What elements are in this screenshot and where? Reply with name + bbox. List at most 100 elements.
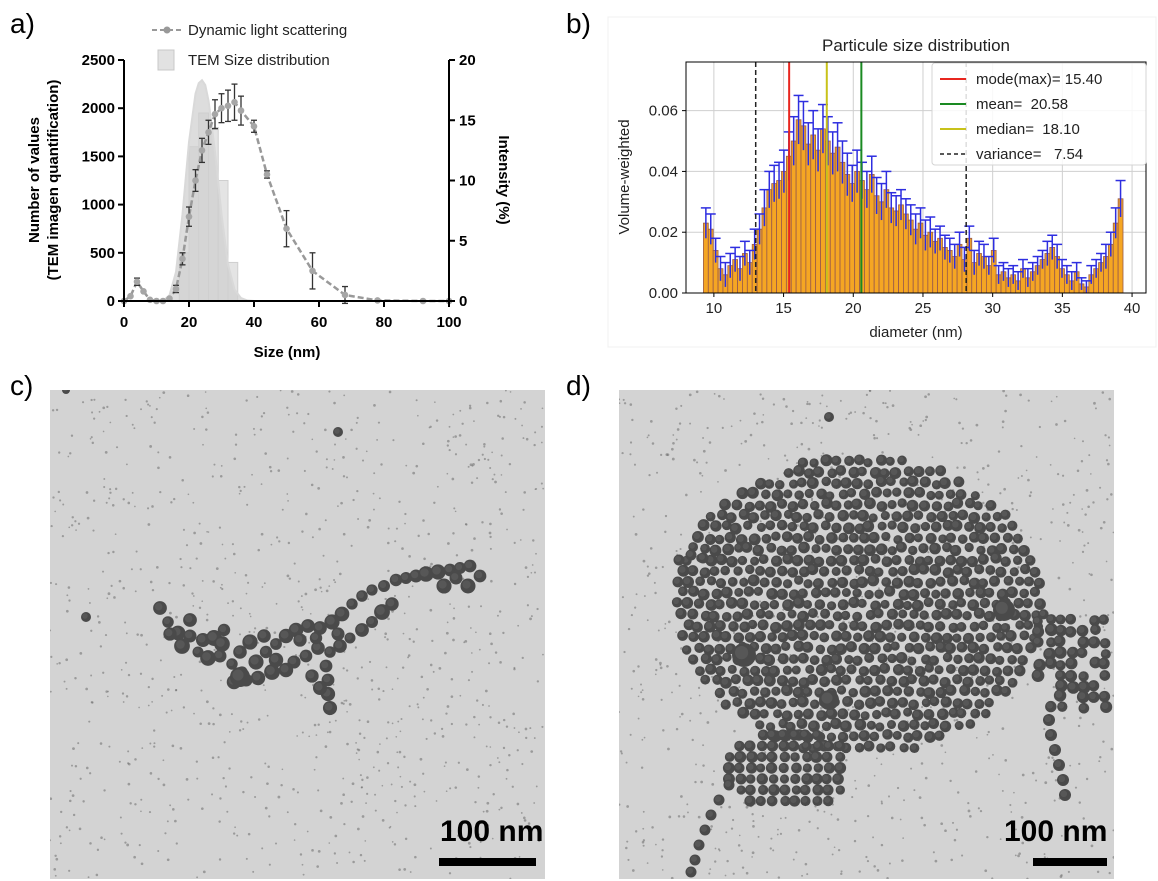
tem-speck: [140, 810, 142, 813]
tem-speck: [131, 491, 134, 494]
tem-speck: [677, 815, 681, 818]
nanoparticle-core: [926, 579, 933, 586]
tem-speck: [232, 552, 236, 556]
tem-speck: [107, 690, 109, 693]
nanoparticle-core: [810, 459, 816, 465]
chart-b-reference-lines: [754, 62, 967, 293]
tem-speck: [153, 745, 156, 748]
tem-speck: [810, 497, 814, 500]
tem-speck: [1083, 599, 1086, 602]
tem-speck: [414, 805, 417, 808]
nanoparticle-core: [799, 654, 806, 661]
nanoparticle-core: [790, 796, 797, 803]
nanoparticle-core: [1056, 626, 1064, 633]
nanoparticle-core: [799, 678, 807, 685]
tem-speck: [350, 800, 353, 803]
tem-speck: [920, 762, 924, 765]
nanoparticle-core: [996, 656, 1002, 662]
tem-speck: [620, 752, 623, 755]
tem-speck: [358, 732, 362, 736]
tem-speck: [984, 869, 988, 873]
tem-speck: [366, 720, 370, 723]
tem-speck: [619, 402, 621, 405]
nanoparticle-core: [1079, 672, 1086, 679]
nanoparticle-core: [747, 763, 754, 770]
nanoparticle-core: [913, 579, 920, 586]
tem-speck: [1052, 508, 1054, 510]
tem-speck: [370, 679, 374, 682]
legend-tem-swatch: [157, 49, 175, 71]
tem-speck: [752, 825, 755, 828]
nanoparticle-core: [876, 723, 882, 729]
nanoparticle-core: [333, 629, 341, 637]
tem-speck: [257, 548, 260, 552]
tem-speck: [1104, 434, 1107, 437]
tem-speck: [322, 554, 325, 557]
tem-speck: [268, 815, 271, 818]
tem-speck: [108, 497, 111, 500]
nanoparticle-core: [261, 647, 269, 655]
tem-speck: [1112, 829, 1114, 832]
nanoparticle-core: [979, 645, 986, 651]
tem-speck: [1001, 420, 1005, 424]
nanoparticle-core: [858, 511, 866, 518]
tem-speck: [700, 780, 703, 784]
tem-speck: [109, 491, 112, 494]
tem-speck: [806, 873, 809, 876]
nanoparticle-core: [1060, 790, 1068, 798]
tem-speck: [232, 832, 236, 835]
tem-speck: [297, 580, 300, 583]
nanoparticle-core: [747, 752, 755, 760]
nanoparticle-core: [953, 634, 959, 640]
tem-speck: [446, 472, 449, 475]
nanoparticle-core: [772, 556, 779, 564]
nanoparticle-core: [792, 513, 799, 520]
tem-speck: [354, 646, 357, 649]
tem-speck: [899, 818, 902, 821]
nanoparticle-core: [951, 546, 958, 553]
tem-speck: [107, 695, 109, 698]
tem-speck: [814, 532, 817, 535]
tem-speck: [660, 453, 663, 457]
nanoparticle-core: [768, 633, 774, 639]
tem-speck: [381, 819, 385, 822]
tem-speck: [630, 687, 633, 690]
nanoparticle-core: [975, 700, 982, 706]
tem-speck: [1112, 531, 1114, 534]
tem-speck: [409, 780, 412, 783]
tem-speck: [1110, 578, 1113, 582]
tem-speck: [408, 637, 411, 641]
tem-speck: [629, 733, 632, 736]
tem-speck: [1055, 395, 1058, 398]
chart-b-errorbars: [700, 94, 1126, 293]
nanoparticle-core: [903, 511, 910, 519]
tem-speck: [986, 684, 989, 687]
tem-speck: [286, 406, 289, 409]
nanoparticle-core: [1035, 579, 1042, 586]
nanoparticle-core: [1014, 599, 1021, 606]
nanoparticle-core: [893, 687, 900, 693]
nanoparticle-core: [855, 720, 863, 727]
tem-speck: [68, 526, 71, 529]
tem-speck: [518, 856, 521, 858]
nanoparticle-core: [176, 640, 185, 649]
tem-speck: [654, 673, 657, 676]
tem-speck: [50, 524, 53, 528]
tem-speck: [286, 457, 289, 460]
tem-speck: [391, 841, 394, 843]
tem-speck: [205, 618, 209, 622]
tem-speck: [52, 496, 55, 499]
tem-speck: [1085, 777, 1089, 781]
tem-speck: [454, 435, 457, 438]
nanoparticle-core: [944, 653, 950, 660]
nanoparticle-core: [909, 546, 915, 553]
tem-speck: [917, 433, 920, 436]
tem-speck: [461, 422, 464, 425]
nanoparticle-core: [905, 644, 912, 650]
nanoparticle-core: [985, 699, 991, 705]
tem-speck: [127, 673, 131, 677]
tem-speck: [234, 571, 237, 574]
tem-speck: [655, 843, 657, 846]
tem-speck: [59, 499, 62, 502]
tem-speck: [159, 491, 162, 494]
